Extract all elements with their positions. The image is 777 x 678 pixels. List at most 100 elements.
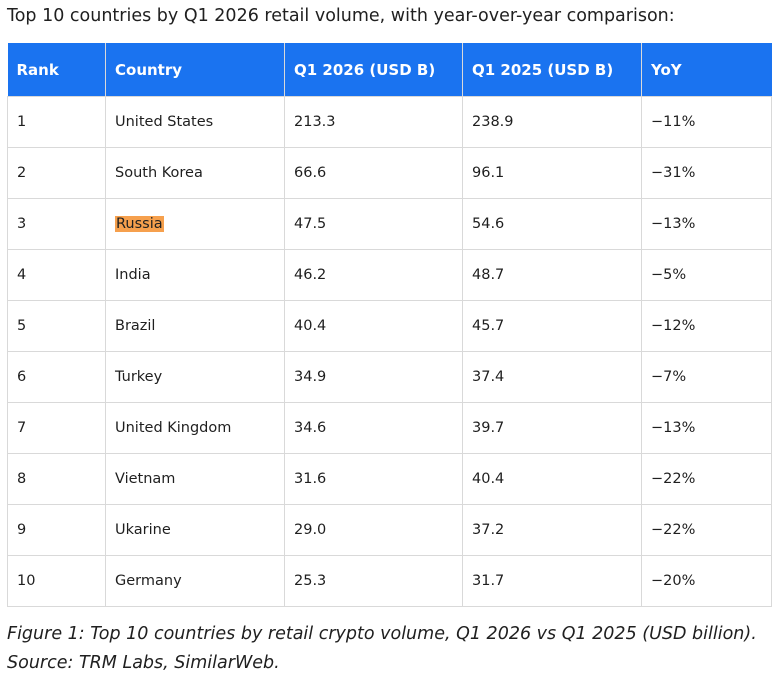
q1-2026-cell: 46.2 [284, 249, 463, 301]
yoy-cell-text: −22% [651, 522, 696, 538]
q1-2026-cell: 31.6 [284, 453, 463, 505]
q1-2026-cell: 47.5 [284, 198, 463, 250]
yoy-cell-text: −11% [651, 114, 696, 130]
q1-2026-cell-text: 34.9 [294, 369, 327, 385]
country-cell-text: Brazil [115, 318, 156, 334]
country-cell: Brazil [105, 300, 285, 352]
q1-2025-cell-text: 48.7 [472, 267, 505, 283]
table-row: 2 South Korea 66.6 96.1 −31% [7, 147, 772, 199]
q1-2026-cell-text: 40.4 [294, 318, 327, 334]
country-cell: United Kingdom [105, 402, 285, 454]
country-cell: United States [105, 96, 285, 148]
rank-cell: 10 [7, 555, 106, 607]
yoy-cell: −5% [641, 249, 772, 301]
q1-2026-cell-text: 47.5 [294, 216, 327, 232]
yoy-cell: −12% [641, 300, 772, 352]
q1-2025-cell: 39.7 [462, 402, 642, 454]
rank-cell: 3 [7, 198, 106, 250]
rank-cell-text: 4 [17, 267, 27, 283]
yoy-cell-text: −13% [651, 216, 696, 232]
yoy-cell: −7% [641, 351, 772, 403]
table-row: 6 Turkey 34.9 37.4 −7% [7, 351, 772, 403]
table-row: 4 India 46.2 48.7 −5% [7, 249, 772, 301]
country-cell: Germany [105, 555, 285, 607]
country-cell: India [105, 249, 285, 301]
country-cell: South Korea [105, 147, 285, 199]
q1-2025-cell: 31.7 [462, 555, 642, 607]
rank-cell-text: 7 [17, 420, 27, 436]
rank-cell: 5 [7, 300, 106, 352]
yoy-cell-text: −13% [651, 420, 696, 436]
table-row: 10 Germany 25.3 31.7 −20% [7, 555, 772, 607]
country-cell-text: Turkey [115, 369, 163, 385]
column-header-q1-2025: Q1 2025 (USD B) [462, 43, 642, 97]
q1-2025-cell: 37.2 [462, 504, 642, 556]
rank-cell: 1 [7, 96, 106, 148]
yoy-cell: −20% [641, 555, 772, 607]
q1-2025-cell: 54.6 [462, 198, 642, 250]
country-cell-text: Germany [115, 573, 182, 589]
q1-2025-cell-text: 45.7 [472, 318, 505, 334]
table-row: 7 United Kingdom 34.6 39.7 −13% [7, 402, 772, 454]
yoy-cell: −13% [641, 402, 772, 454]
q1-2025-cell: 48.7 [462, 249, 642, 301]
rank-cell-text: 6 [17, 369, 27, 385]
country-cell-text: Ukarine [115, 522, 171, 538]
q1-2026-cell: 66.6 [284, 147, 463, 199]
table-body: 1 United States 213.3 238.9 −11% 2 South Korea… [7, 96, 772, 607]
q1-2025-cell-text: 96.1 [472, 165, 505, 181]
table-header-row: Rank Country Q1 2026 (USD B) Q1 2025 (US… [7, 43, 772, 97]
rank-cell-text: 3 [17, 216, 27, 232]
q1-2026-cell: 29.0 [284, 504, 463, 556]
rank-cell: 4 [7, 249, 106, 301]
q1-2026-cell: 40.4 [284, 300, 463, 352]
yoy-cell: −31% [641, 147, 772, 199]
yoy-cell-text: −20% [651, 573, 696, 589]
country-cell-text: South Korea [115, 165, 203, 181]
yoy-cell: −22% [641, 504, 772, 556]
q1-2025-cell-text: 40.4 [472, 471, 505, 487]
q1-2026-cell: 213.3 [284, 96, 463, 148]
rank-cell-text: 8 [17, 471, 27, 487]
table-row: 5 Brazil 40.4 45.7 −12% [7, 300, 772, 352]
country-cell-text: Russia [115, 216, 164, 232]
yoy-cell: −13% [641, 198, 772, 250]
figure-caption: Figure 1: Top 10 countries by retail cry… [7, 624, 757, 673]
country-cell: Ukarine [105, 504, 285, 556]
yoy-cell-text: −7% [651, 369, 687, 385]
country-cell-text: United States [115, 114, 214, 130]
q1-2025-cell: 238.9 [462, 96, 642, 148]
country-cell: Russia [105, 198, 285, 250]
q1-2025-cell-text: 238.9 [472, 114, 514, 130]
column-header-country: Country [105, 43, 285, 97]
yoy-cell-text: −12% [651, 318, 696, 334]
q1-2025-cell-text: 37.4 [472, 369, 505, 385]
q1-2026-cell-text: 66.6 [294, 165, 327, 181]
yoy-cell-text: −31% [651, 165, 696, 181]
table-row: 1 United States 213.3 238.9 −11% [7, 96, 772, 148]
country-cell: Turkey [105, 351, 285, 403]
column-header-q1-2026: Q1 2026 (USD B) [284, 43, 463, 97]
q1-2025-cell: 37.4 [462, 351, 642, 403]
yoy-cell-text: −22% [651, 471, 696, 487]
ranking-table: Rank Country Q1 2026 (USD B) Q1 2025 (US… [7, 43, 772, 607]
q1-2025-cell: 45.7 [462, 300, 642, 352]
q1-2026-cell-text: 34.6 [294, 420, 327, 436]
table-row: 9 Ukarine 29.0 37.2 −22% [7, 504, 772, 556]
q1-2026-cell: 34.9 [284, 351, 463, 403]
rank-cell-text: 5 [17, 318, 27, 334]
q1-2026-cell-text: 29.0 [294, 522, 327, 538]
column-header-yoy: YoY [641, 43, 772, 97]
rank-cell-text: 2 [17, 165, 27, 181]
table-row: 8 Vietnam 31.6 40.4 −22% [7, 453, 772, 505]
q1-2026-cell-text: 25.3 [294, 573, 327, 589]
q1-2025-cell-text: 31.7 [472, 573, 505, 589]
rank-cell-text: 1 [17, 114, 27, 130]
country-cell-text: United Kingdom [115, 420, 232, 436]
q1-2025-cell: 40.4 [462, 453, 642, 505]
q1-2026-cell-text: 46.2 [294, 267, 327, 283]
rank-cell: 9 [7, 504, 106, 556]
country-cell-text: Vietnam [115, 471, 176, 487]
country-cell-text: India [115, 267, 151, 283]
rank-cell: 7 [7, 402, 106, 454]
